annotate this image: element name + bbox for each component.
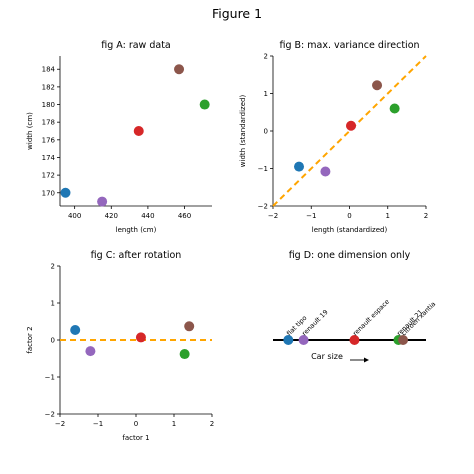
x-tick-label: 1 [386, 212, 390, 220]
panel-title: fig A: raw data [101, 40, 171, 51]
size-arrow-head [364, 357, 369, 363]
panel-title: fig C: after rotation [91, 250, 182, 261]
figure-title: Figure 1 [211, 6, 263, 21]
y-tick-label: −1 [258, 165, 268, 173]
data-point [60, 187, 71, 198]
x-axis-label: Car size [311, 352, 343, 361]
y-tick-label: 176 [42, 136, 56, 144]
data-point [70, 325, 81, 336]
y-tick-label: 178 [42, 119, 55, 127]
y-tick-label: 0 [264, 128, 268, 136]
data-point [298, 335, 309, 345]
x-tick-label: 400 [68, 212, 81, 220]
data-point [294, 161, 305, 172]
x-tick-label: −2 [55, 420, 65, 428]
data-point [135, 332, 146, 343]
data-point [184, 321, 195, 332]
panel-title: fig B: max. variance direction [279, 40, 419, 51]
x-tick-label: 2 [424, 212, 428, 220]
panel-a: fig A: raw data 400 420 440 460 170 172 174 176 1… [26, 40, 212, 234]
y-tick-label: 2 [51, 263, 55, 271]
x-tick-label: 440 [141, 212, 154, 220]
x-axis-label: length (standardized) [312, 226, 388, 234]
y-tick-label: 182 [42, 83, 55, 91]
data-point [174, 64, 185, 75]
car-label: citroen xantia [400, 300, 437, 337]
x-tick-label: −2 [268, 212, 278, 220]
y-tick-label: −2 [258, 203, 268, 211]
x-axis-label: length (cm) [116, 226, 157, 234]
y-tick-label: 0 [51, 337, 55, 345]
data-point [398, 335, 409, 345]
x-tick-label: 0 [347, 212, 351, 220]
data-point [389, 103, 400, 114]
x-tick-label: 420 [105, 212, 118, 220]
x-tick-label: 1 [172, 420, 176, 428]
x-tick-label: 0 [134, 420, 138, 428]
data-point [97, 196, 108, 207]
y-tick-label: −2 [45, 411, 55, 419]
panel-b: fig B: max. variance direction −2 −1 0 1 2 −2 −… [239, 40, 428, 234]
y-tick-label: −1 [45, 374, 55, 382]
y-tick-label: 180 [42, 101, 55, 109]
x-tick-label: −1 [306, 212, 316, 220]
x-tick-label: −1 [93, 420, 103, 428]
data-point [320, 166, 331, 177]
data-point [349, 335, 360, 345]
y-tick-label: 1 [264, 90, 268, 98]
panel-title: fig D: one dimension only [289, 250, 411, 261]
data-point [346, 120, 357, 131]
y-tick-label: 2 [264, 53, 268, 61]
dashed-direction-line [272, 55, 427, 207]
x-axis-label: factor 1 [122, 434, 149, 442]
panel-c: fig C: after rotation −2 −1 0 1 2 −2 −1 0 1 2 facto… [26, 250, 214, 442]
y-axis-label: factor 2 [26, 326, 34, 353]
x-tick-label: 460 [178, 212, 191, 220]
data-point [179, 349, 190, 360]
y-axis-label: width (cm) [26, 112, 34, 150]
y-tick-label: 174 [42, 154, 56, 162]
y-tick-label: 170 [42, 189, 55, 197]
y-tick-label: 184 [42, 66, 56, 74]
y-tick-label: 1 [51, 300, 55, 308]
data-point [372, 80, 383, 91]
y-axis-label: width (standardized) [239, 95, 247, 168]
data-point [133, 126, 144, 136]
data-point [199, 99, 210, 110]
y-tick-label: 172 [42, 172, 55, 180]
car-label: renault espace [351, 298, 391, 338]
data-point [85, 346, 96, 357]
x-tick-label: 2 [210, 420, 214, 428]
data-point [283, 335, 294, 345]
